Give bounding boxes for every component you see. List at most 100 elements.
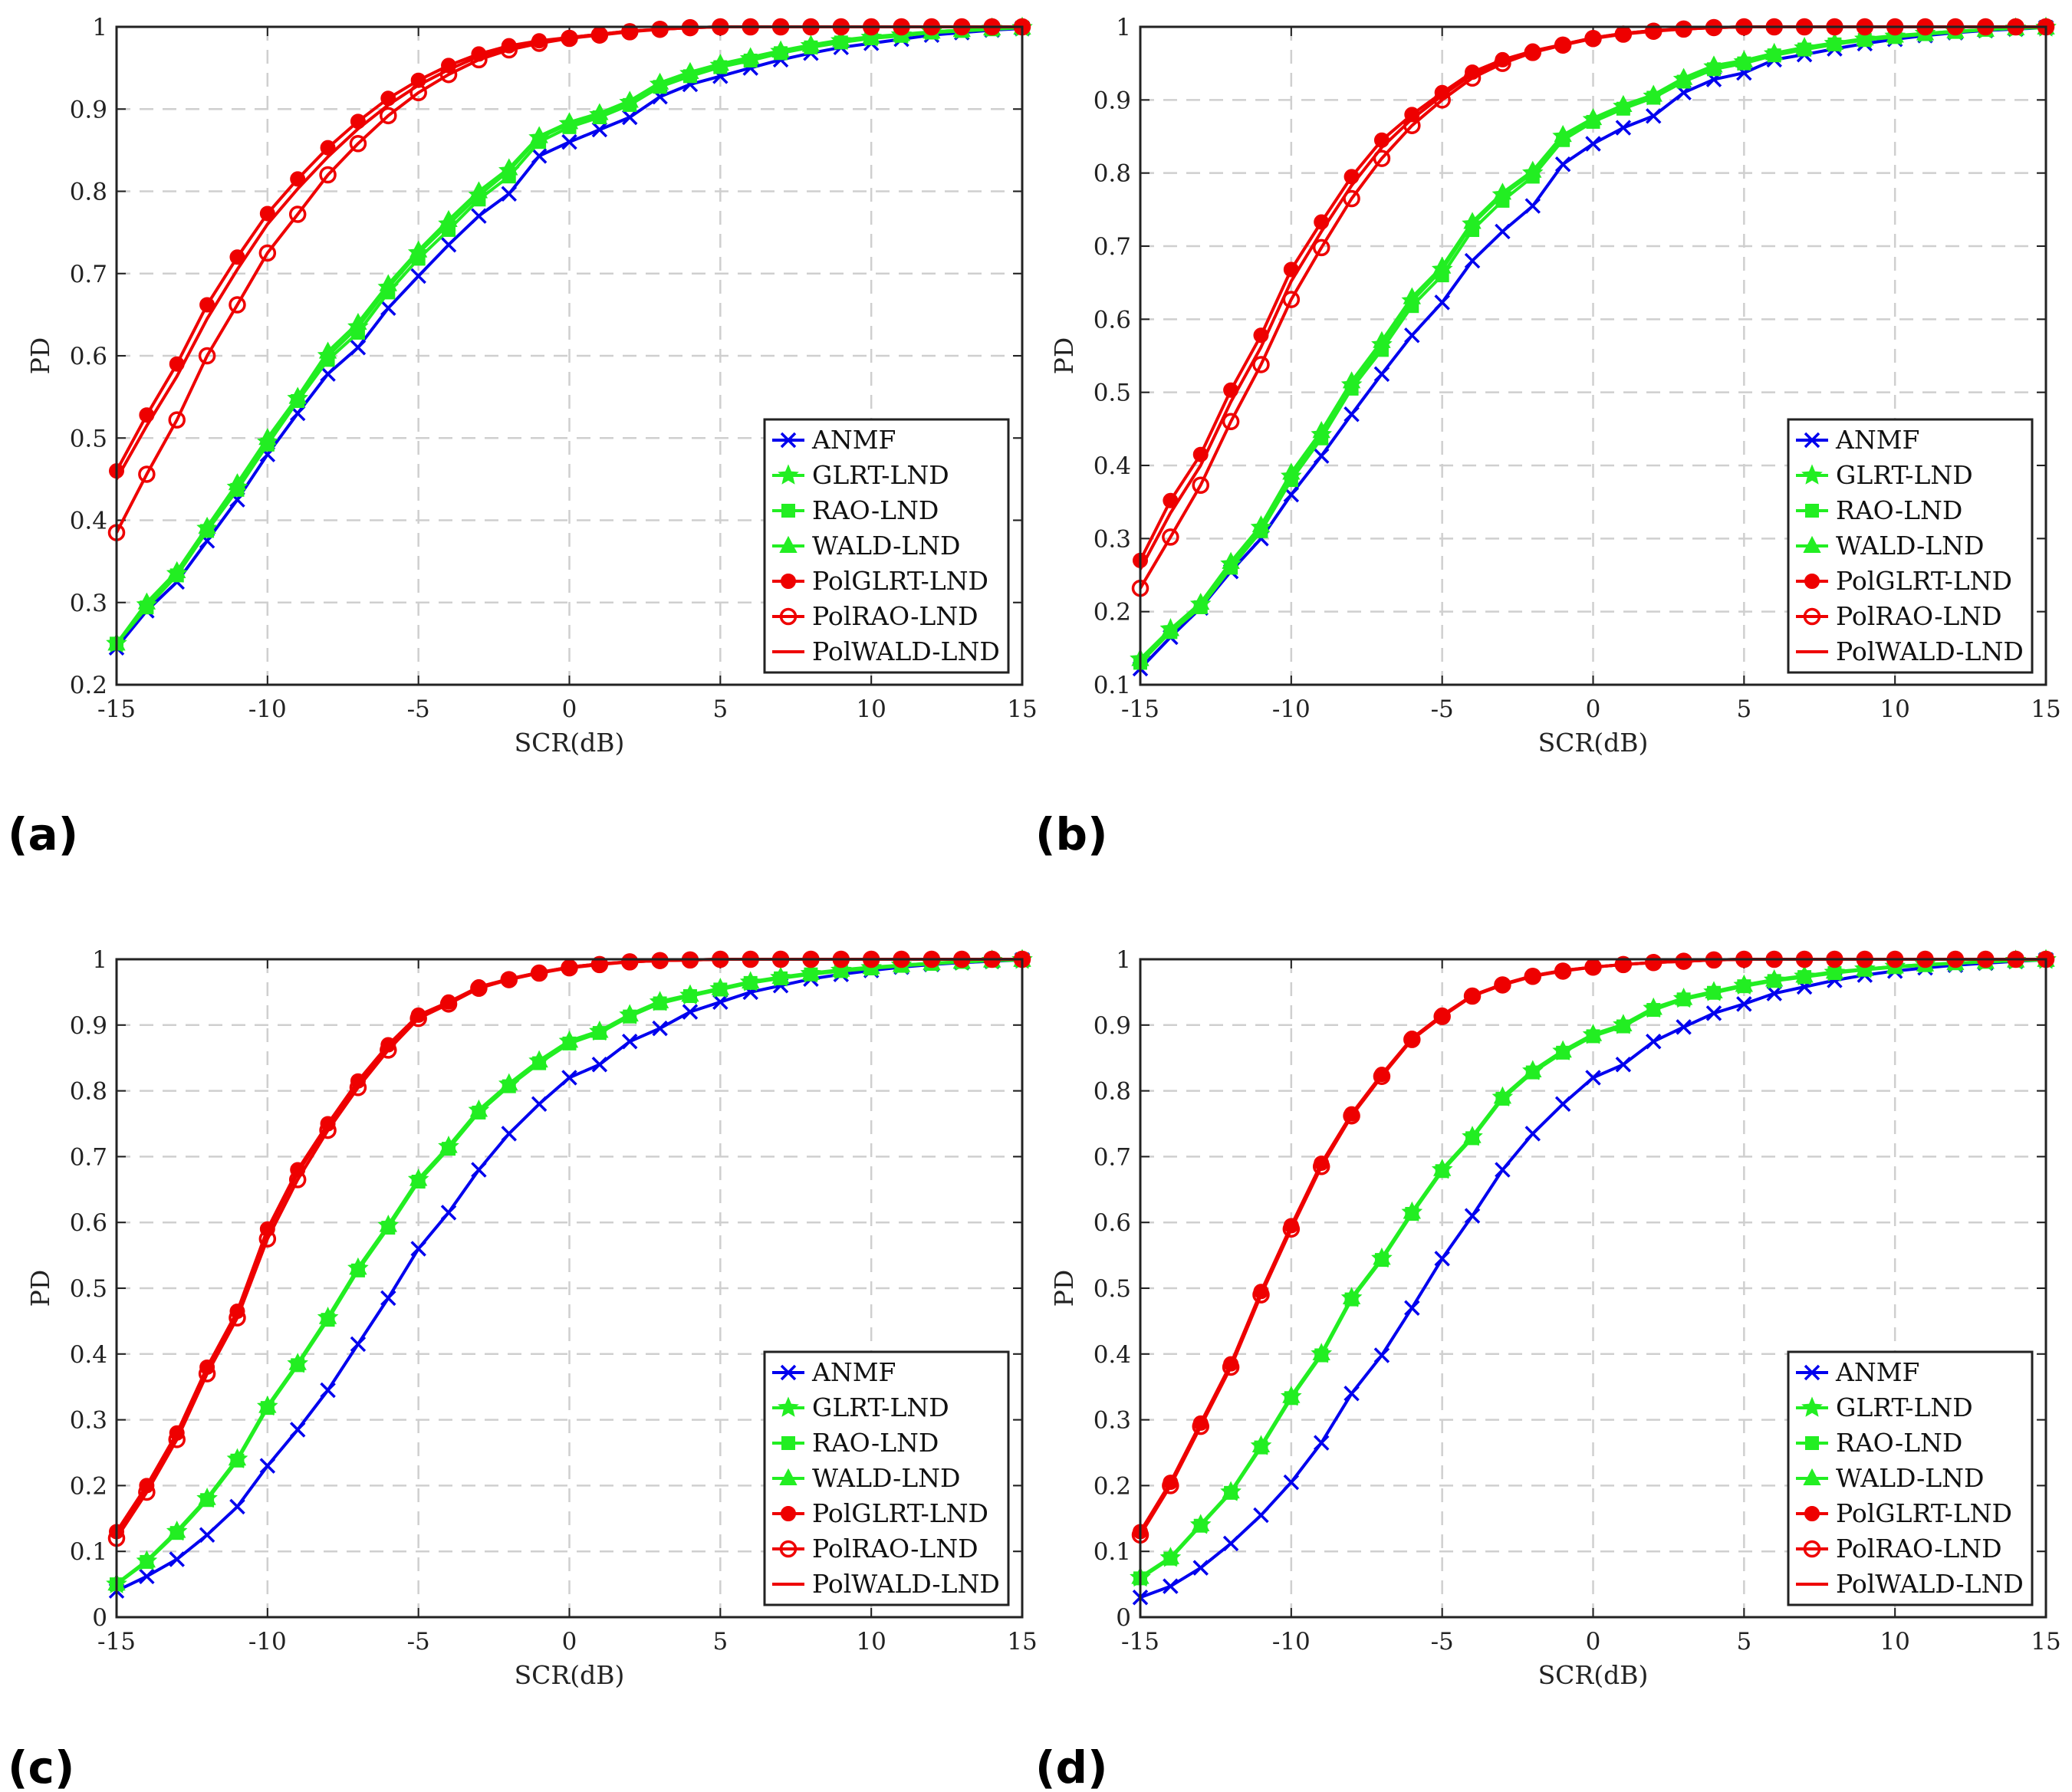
data-point-polrao-lnd [1162,528,1179,546]
x-tick-label: 0 [562,1628,577,1656]
data-point-anmf [1344,1386,1360,1402]
legend-entry-polrao-lnd: PolRAO-LND [772,1534,978,1563]
y-tick-label: 0.8 [70,1078,107,1106]
data-point-anmf [1676,1019,1692,1035]
data-point-wald-lnd [590,103,609,120]
data-point-wald-lnd [1705,981,1723,999]
data-point-wald-lnd [500,158,518,176]
x-tick-label: -5 [407,695,430,723]
data-point-anmf [471,1162,487,1178]
y-tick-label: 0.4 [70,508,107,535]
data-point-polrao-lnd [198,347,216,365]
legend-entry-polglrt-lnd: PolGLRT-LND [772,1498,988,1528]
data-point-wald-lnd [1312,421,1330,439]
legend-marker [1803,535,1821,553]
legend: ANMF GLRT-LND RAO-LND WALD-LND PolGLRT-LND Po… [763,1350,1010,1606]
chart-panel-b: -15 -10 -5 0 5 10 15 0.1 0.2 0.3 0.4 0.5 0.6 0.7 0.8 0.… [1049,14,2061,758]
legend-marker [779,535,798,553]
legend-marker [781,574,796,589]
data-point-wald-lnd [198,1488,216,1505]
data-point-wald-lnd [1644,998,1663,1015]
legend-entry-rao-lnd: RAO-LND [1796,495,1962,525]
legend-entry-anmf: ANMF [772,1357,896,1387]
legend-entry-polrao-lnd: PolRAO-LND [772,601,978,631]
data-point-wald-lnd [228,1448,247,1466]
data-point-wald-lnd [530,126,548,143]
x-tick-label: -10 [248,695,287,723]
data-point-wald-lnd [258,428,277,446]
legend-label: WALD-LND [1836,1463,1985,1493]
data-point-polrao-lnd [168,411,186,429]
data-point-wald-lnd [1161,1547,1180,1564]
legend-marker [1803,607,1821,626]
y-tick-label: 0.2 [1094,599,1131,626]
x-tick-label: -10 [248,1628,287,1656]
data-point-wald-lnd [198,516,216,534]
data-point-anmf [289,1422,306,1438]
y-tick-label: 0.4 [1094,452,1131,480]
data-point-wald-lnd [1524,160,1542,178]
legend-label: RAO-LND [812,1428,939,1458]
data-point-wald-lnd [1765,969,1784,987]
data-point-anmf [471,208,487,224]
data-point-anmf [682,1004,699,1020]
legend-entry-rao-lnd: RAO-LND [772,1428,939,1458]
data-point-anmf [1283,1474,1300,1491]
y-tick-label: 0.9 [70,96,107,123]
data-point-wald-lnd [137,592,156,610]
legend-entry-polrao-lnd: PolRAO-LND [1796,601,2002,631]
y-tick-label: 0.7 [70,1143,107,1171]
legend-entry-wald-lnd: WALD-LND [772,531,961,561]
legend-entry-polglrt-lnd: PolGLRT-LND [772,566,988,596]
legend-marker [779,607,798,626]
data-point-anmf [1434,294,1450,311]
x-tick-label: 10 [1880,1628,1909,1656]
y-tick-label: 0.5 [70,425,107,452]
panel-label-c: (c) [8,1741,74,1792]
data-point-anmf [1736,996,1752,1012]
legend-entry-glrt-lnd: GLRT-LND [1796,1392,1973,1422]
legend-marker [1804,1506,1820,1521]
legend-entry-polwald-lnd: PolWALD-LND [772,1569,1000,1599]
data-point-anmf [1615,120,1632,136]
data-point-anmf [1495,223,1511,240]
legend-marker [1805,504,1819,518]
data-point-polrao-lnd [409,1009,427,1028]
data-point-wald-lnd [1614,94,1633,113]
legend-entry-anmf: ANMF [1796,1357,1919,1387]
data-point-wald-lnd [1222,1481,1240,1499]
legend-marker [1804,1364,1820,1381]
data-point-anmf [1464,1208,1481,1224]
legend-marker [1803,1468,1821,1485]
data-point-anmf [1645,1034,1662,1050]
data-point-wald-lnd [1584,1024,1603,1041]
legend-label: ANMF [1835,425,1919,455]
y-tick-label: 1 [92,946,107,974]
data-point-anmf [1253,1507,1269,1524]
y-tick-label: 0.5 [1094,380,1131,407]
legend-entry-polwald-lnd: PolWALD-LND [1796,636,2024,666]
legend-label: ANMF [811,425,896,455]
data-point-polrao-lnd [1162,1477,1179,1494]
y-tick-label: 0.4 [70,1341,107,1369]
legend-label: PolGLRT-LND [812,1498,988,1528]
x-axis-label: SCR(dB) [515,1660,625,1690]
data-point-wald-lnd [1463,212,1482,229]
data-point-anmf [1404,1300,1420,1316]
y-tick-label: 0.6 [1094,1209,1131,1237]
legend-entry-wald-lnd: WALD-LND [1796,1463,1985,1493]
data-point-anmf [1554,156,1571,173]
x-tick-label: -15 [97,1628,136,1656]
data-point-wald-lnd [228,473,247,491]
data-point-anmf [1163,1578,1179,1594]
data-point-wald-lnd [409,240,428,258]
data-point-anmf [652,1020,668,1037]
data-point-polrao-lnd [319,1121,337,1139]
data-point-wald-lnd [469,181,488,199]
data-point-polglrt-lnd [320,140,336,156]
legend-label: PolGLRT-LND [1836,566,2012,596]
y-tick-label: 0.3 [1094,1407,1131,1435]
data-point-anmf [1434,1251,1450,1267]
data-point-polrao-lnd [1192,1417,1209,1435]
data-point-wald-lnd [1373,1248,1391,1265]
